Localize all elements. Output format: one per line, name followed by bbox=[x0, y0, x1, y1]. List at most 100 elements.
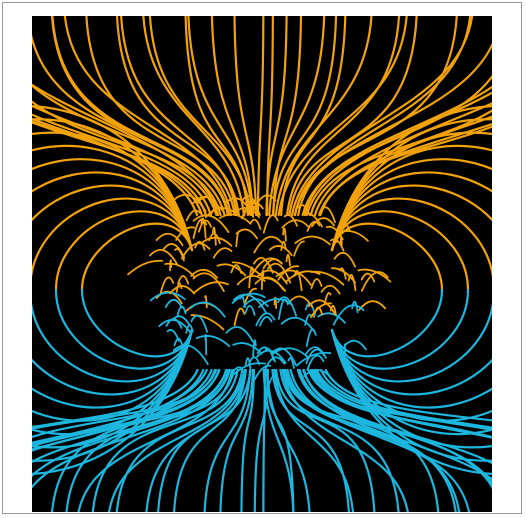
loop-line bbox=[32, 184, 194, 252]
loop-line bbox=[32, 118, 194, 252]
core-line bbox=[240, 201, 264, 220]
core-line bbox=[311, 217, 336, 228]
core-line bbox=[262, 214, 279, 234]
core-line bbox=[266, 375, 275, 392]
field-line bbox=[311, 368, 492, 439]
loop-line bbox=[330, 328, 492, 462]
field-line bbox=[51, 16, 230, 217]
core-line bbox=[176, 305, 187, 317]
core-line bbox=[287, 295, 314, 308]
core-line bbox=[200, 217, 207, 239]
core-line bbox=[295, 351, 332, 367]
loop-line bbox=[330, 328, 492, 409]
core-line bbox=[320, 284, 341, 295]
core-line bbox=[244, 304, 256, 316]
loop-line bbox=[330, 184, 492, 252]
field-line bbox=[265, 16, 288, 217]
core-line bbox=[177, 275, 189, 285]
field-line bbox=[319, 368, 492, 429]
core-line bbox=[190, 314, 208, 333]
core-line bbox=[280, 240, 287, 252]
field-line bbox=[32, 368, 220, 452]
loop-line bbox=[330, 328, 492, 422]
loop-line bbox=[32, 131, 194, 252]
field-line bbox=[294, 16, 458, 217]
loop-line bbox=[32, 171, 194, 252]
field-line bbox=[240, 368, 256, 512]
core-line bbox=[232, 342, 263, 355]
core-line bbox=[335, 230, 369, 242]
core-line bbox=[275, 269, 312, 286]
loop-line bbox=[330, 288, 444, 358]
core-line bbox=[351, 300, 359, 314]
field-line bbox=[187, 16, 254, 217]
field-line bbox=[32, 121, 207, 217]
core-line bbox=[261, 277, 287, 292]
core-line bbox=[252, 339, 257, 358]
core-line bbox=[281, 219, 311, 229]
loop-line bbox=[32, 197, 194, 279]
core-line bbox=[244, 287, 257, 304]
loop-line bbox=[330, 158, 492, 252]
core-line bbox=[149, 249, 179, 267]
core-line bbox=[228, 366, 243, 381]
core-line bbox=[232, 293, 267, 313]
core-line bbox=[306, 354, 325, 371]
core-line bbox=[305, 328, 317, 347]
loop-line bbox=[32, 328, 194, 396]
field-line bbox=[302, 368, 492, 465]
field-line bbox=[274, 368, 376, 512]
core-line bbox=[253, 256, 274, 274]
core-line bbox=[272, 347, 309, 358]
core-line bbox=[347, 274, 357, 292]
core-line bbox=[204, 333, 208, 356]
core-line bbox=[332, 304, 365, 326]
core-line bbox=[276, 296, 298, 317]
core-line bbox=[216, 263, 247, 277]
core-line bbox=[310, 278, 323, 290]
core-line bbox=[249, 218, 262, 230]
core-line bbox=[329, 238, 345, 252]
loop-line bbox=[330, 328, 492, 435]
field-line bbox=[157, 368, 252, 512]
core-line bbox=[251, 194, 277, 215]
field-line bbox=[142, 16, 246, 217]
core-line bbox=[333, 251, 357, 268]
core-line bbox=[245, 200, 255, 213]
core-line bbox=[296, 204, 311, 216]
field-line bbox=[233, 16, 258, 217]
core-line bbox=[235, 206, 261, 219]
field-line bbox=[32, 100, 222, 217]
loop-line bbox=[32, 105, 194, 252]
core-line bbox=[285, 253, 291, 267]
field-line bbox=[285, 16, 401, 217]
core-line bbox=[280, 316, 315, 332]
core-line bbox=[282, 227, 287, 242]
loop-line bbox=[330, 301, 492, 383]
field-line bbox=[293, 42, 492, 217]
core-line bbox=[305, 346, 327, 359]
core-line bbox=[159, 276, 175, 296]
loop-line bbox=[32, 328, 194, 449]
field-line bbox=[32, 113, 212, 217]
core-line bbox=[190, 268, 219, 279]
core-line bbox=[242, 298, 269, 308]
core-line bbox=[283, 214, 298, 227]
loop-line bbox=[330, 328, 492, 449]
core-line bbox=[193, 281, 229, 294]
core-line bbox=[165, 318, 183, 329]
core-line bbox=[164, 262, 196, 278]
core-line bbox=[175, 226, 196, 241]
core-line bbox=[155, 232, 184, 247]
core-line bbox=[198, 219, 212, 233]
loop-line bbox=[330, 210, 470, 292]
field-line bbox=[305, 91, 492, 217]
loop-line bbox=[330, 328, 492, 396]
field-line bbox=[286, 368, 457, 512]
field-line bbox=[210, 16, 254, 217]
core-line bbox=[357, 268, 392, 283]
core-line bbox=[194, 240, 206, 251]
core-line bbox=[192, 272, 225, 293]
core-line bbox=[344, 339, 367, 351]
